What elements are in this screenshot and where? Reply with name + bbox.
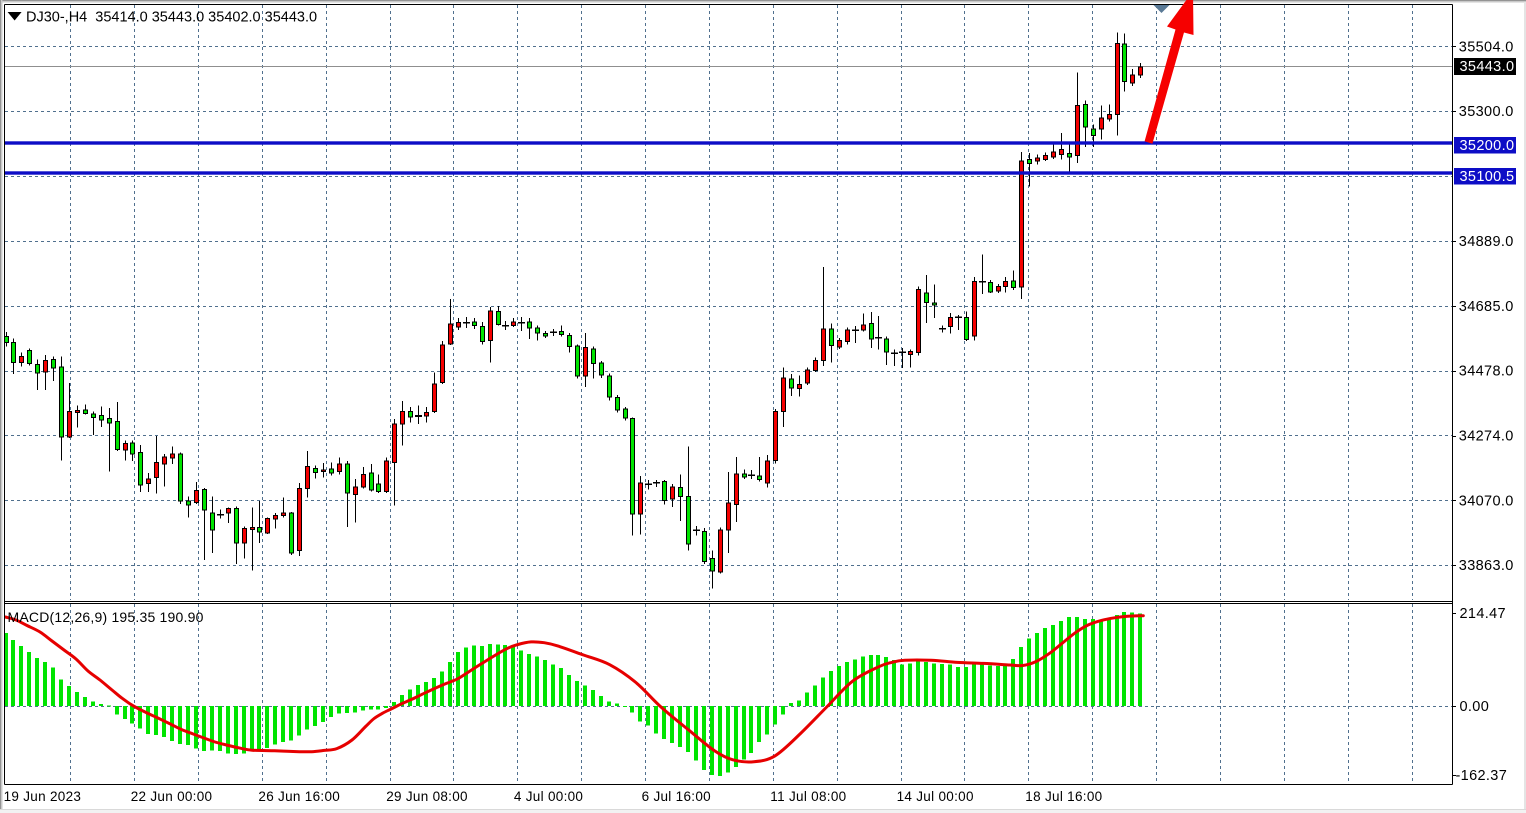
svg-text:22 Jun 00:00: 22 Jun 00:00	[131, 789, 213, 804]
svg-text:14 Jul 00:00: 14 Jul 00:00	[897, 789, 974, 804]
svg-text:0.00: 0.00	[1460, 699, 1490, 715]
svg-text:35100.5: 35100.5	[1460, 169, 1515, 185]
svg-text:-162.37: -162.37	[1456, 768, 1508, 784]
svg-text:26 Jun 16:00: 26 Jun 16:00	[258, 789, 340, 804]
svg-text:35200.0: 35200.0	[1460, 138, 1515, 154]
svg-text:18 Jul 16:00: 18 Jul 16:00	[1025, 789, 1102, 804]
svg-text:34685.0: 34685.0	[1459, 299, 1514, 315]
svg-text:34478.0: 34478.0	[1459, 364, 1514, 380]
svg-text:34274.0: 34274.0	[1459, 429, 1514, 445]
svg-text:DJ30-,H4 35414.0 35443.0 3540: DJ30-,H4 35414.0 35443.0 35402.0 35443.0	[26, 10, 317, 26]
svg-text:6 Jul 16:00: 6 Jul 16:00	[642, 789, 711, 804]
svg-text:4 Jul 00:00: 4 Jul 00:00	[514, 789, 583, 804]
svg-text:35504.0: 35504.0	[1459, 39, 1514, 55]
svg-text:34070.0: 34070.0	[1459, 493, 1514, 509]
svg-text:34889.0: 34889.0	[1459, 234, 1514, 250]
svg-text:33863.0: 33863.0	[1459, 558, 1514, 574]
svg-text:11 Jul 08:00: 11 Jul 08:00	[770, 789, 846, 804]
svg-text:35300.0: 35300.0	[1459, 104, 1514, 120]
svg-text:MACD(12,26,9) 195.35 190.90: MACD(12,26,9) 195.35 190.90	[8, 609, 204, 625]
svg-text:35443.0: 35443.0	[1460, 59, 1515, 75]
svg-text:29 Jun 08:00: 29 Jun 08:00	[386, 789, 468, 804]
svg-text:19 Jun 2023: 19 Jun 2023	[4, 789, 82, 804]
svg-text:214.47: 214.47	[1460, 606, 1506, 622]
